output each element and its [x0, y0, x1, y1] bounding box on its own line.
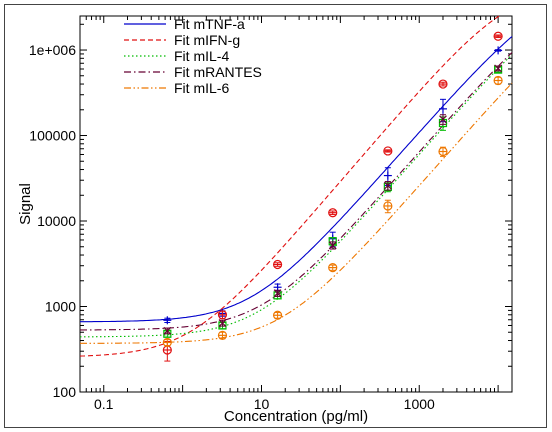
- fit-curve-4: [80, 52, 513, 331]
- series-points-4: [163, 64, 503, 335]
- chart-frame: [4, 4, 547, 428]
- marker-x: [163, 326, 172, 335]
- y-tick-label: 1000: [45, 299, 76, 315]
- marker-x: [273, 289, 282, 298]
- series-points-5: [162, 75, 503, 348]
- marker-x: [383, 181, 392, 190]
- y-axis-label: Signal: [17, 183, 34, 225]
- x-axis-label: Concentration (pg/ml): [224, 408, 368, 425]
- x-tick-label: 1000: [404, 396, 435, 412]
- y-tick-label: 10000: [37, 213, 76, 229]
- legend-label-3: Fit mIL-4: [174, 48, 229, 64]
- y-tick-label: 1e+006: [29, 42, 76, 58]
- x-tick-label: 0.1: [94, 396, 114, 412]
- fit-curves: [79, 15, 513, 357]
- legend-label-4: Fit mRANTES: [174, 64, 262, 80]
- fit-curve-2: [79, 15, 501, 357]
- marker-x: [494, 64, 503, 73]
- y-tick-label: 100: [53, 384, 77, 400]
- series-points-3: [163, 65, 503, 338]
- y-tick-label: 100000: [29, 128, 76, 144]
- legend-label-5: Fit mIL-6: [174, 80, 229, 96]
- legend-label-1: Fit mTNF-a: [174, 16, 245, 32]
- fit-curve-3: [80, 54, 513, 338]
- fit-curve-1: [80, 36, 513, 323]
- marker-x: [218, 319, 227, 328]
- plot-area: [79, 15, 513, 393]
- marker-x: [328, 241, 337, 250]
- legend-label-2: Fit mIFN-g: [174, 32, 240, 48]
- axes: 0.1 10 1000 100 1000 10000 100000 1e+006: [29, 16, 512, 412]
- marker-x: [439, 115, 447, 124]
- fit-curve-5: [80, 82, 513, 344]
- x-tick-label: 10: [254, 396, 270, 412]
- data-points: [162, 31, 503, 362]
